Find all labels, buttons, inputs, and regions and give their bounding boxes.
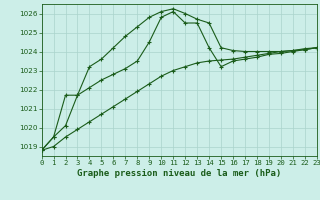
X-axis label: Graphe pression niveau de la mer (hPa): Graphe pression niveau de la mer (hPa) [77, 169, 281, 178]
